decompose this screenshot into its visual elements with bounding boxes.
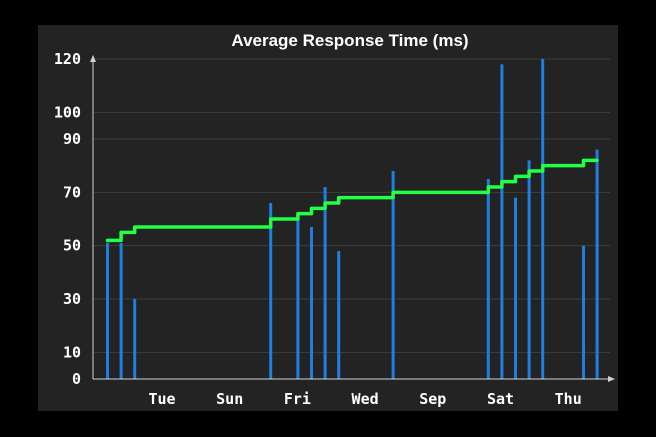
- x-tick-label: Thu: [555, 390, 582, 408]
- y-tick-label: 10: [63, 343, 81, 361]
- y-tick-label: 90: [63, 130, 81, 148]
- grid-lines: [93, 58, 610, 353]
- bars-series: [106, 59, 599, 380]
- bar: [323, 187, 327, 379]
- x-tick-label: Tue: [148, 390, 175, 408]
- bar: [595, 149, 599, 379]
- axes: [90, 55, 615, 382]
- chart-title: Average Response Time (ms): [231, 31, 468, 50]
- bar: [133, 299, 137, 379]
- bar: [541, 59, 545, 379]
- y-tick-labels: 0 10 30 50 70 90 100 120: [54, 50, 81, 388]
- y-tick-label: 50: [63, 237, 81, 255]
- bar: [269, 203, 273, 379]
- y-tick-label: 30: [63, 290, 81, 308]
- bar: [582, 245, 585, 379]
- x-tick-label: Fri: [284, 390, 311, 408]
- bar: [337, 251, 341, 379]
- y-tick-label: 120: [54, 50, 81, 68]
- bar: [296, 216, 300, 379]
- x-tick-label: Wed: [352, 390, 379, 408]
- x-tick-labels: Tue Sun Fri Wed Sep Sat Thu: [148, 390, 581, 408]
- y-tick-label: 100: [54, 103, 81, 121]
- chart-panel: 0 10 30 50 70 90 100 120 Tue Sun Fri Wed Sep Sat Thu …: [38, 25, 618, 411]
- average-line: [105, 158, 599, 243]
- bar: [486, 179, 490, 379]
- bar: [514, 197, 517, 379]
- y-tick-label: 70: [63, 183, 81, 201]
- bar: [106, 243, 109, 379]
- bar: [527, 160, 531, 379]
- bar: [310, 227, 313, 379]
- bar: [119, 243, 123, 379]
- bar: [500, 64, 504, 380]
- x-tick-label: Sep: [419, 390, 446, 408]
- x-axis-arrow-icon: [608, 376, 615, 382]
- y-axis-arrow-icon: [90, 55, 96, 62]
- y-tick-label: 0: [72, 370, 81, 388]
- bar: [391, 171, 395, 379]
- x-tick-label: Sun: [216, 390, 243, 408]
- x-tick-label: Sat: [487, 390, 514, 408]
- line-series: [105, 158, 599, 243]
